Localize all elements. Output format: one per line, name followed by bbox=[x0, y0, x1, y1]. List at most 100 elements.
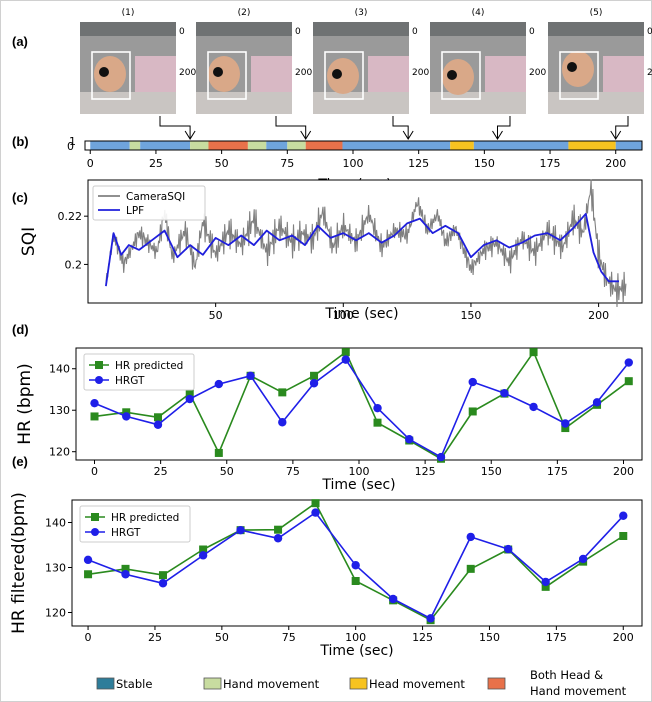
timeline-segment-stable bbox=[266, 141, 288, 150]
x-tick-label: 175 bbox=[540, 157, 561, 170]
x-tick-label: 50 bbox=[215, 631, 229, 644]
bed-shape bbox=[313, 92, 409, 114]
timeline-segment-stable bbox=[615, 141, 642, 150]
legend-label: Hand movement bbox=[223, 677, 320, 691]
y-tick-label: 120 bbox=[45, 607, 66, 620]
frame-label: (4) bbox=[472, 8, 485, 18]
timeline-segment-both bbox=[208, 141, 248, 150]
hr-predicted-point bbox=[199, 545, 208, 554]
frame-connector-line bbox=[496, 116, 511, 138]
hrgt-point bbox=[278, 418, 287, 427]
legend-swatch-stable bbox=[96, 677, 115, 690]
hrgt-point bbox=[153, 420, 163, 429]
x-tick-label: 125 bbox=[412, 631, 433, 644]
bed-shape bbox=[430, 92, 526, 114]
timeline-segment-hand bbox=[287, 141, 306, 150]
legend-label: Stable bbox=[116, 677, 152, 691]
x-axis-label: Time (sec) bbox=[319, 643, 393, 659]
x-tick-label: 200 bbox=[588, 309, 609, 322]
sqi-chart-panel: 50 100 150 200 0.2 0.22 Time (sec) SQI CameraSQI… bbox=[19, 179, 643, 322]
legend-label: HR predicted bbox=[115, 360, 183, 372]
hr-predicted-point bbox=[311, 499, 320, 508]
x-tick-label: 150 bbox=[481, 465, 502, 478]
camera-sqi-line bbox=[105, 179, 627, 308]
hrgt-point bbox=[388, 594, 398, 604]
blanket-shape bbox=[368, 56, 409, 96]
legend-swatch-marker bbox=[95, 361, 103, 369]
y-axis-label: HR (bpm) bbox=[15, 363, 35, 444]
hrgt-point bbox=[236, 525, 245, 535]
x-tick-label: 150 bbox=[479, 631, 500, 644]
x-axis-label: Time (sec) bbox=[321, 477, 395, 493]
y-tick-label: 120 bbox=[49, 446, 70, 459]
x-tick-label: 0 bbox=[91, 465, 98, 478]
hrgt-point bbox=[90, 398, 99, 408]
bed-shape bbox=[548, 92, 644, 114]
hr-chart-panel: 0 25 50 75 100 125 150 175 200 120 130 140 Time (sec… bbox=[15, 347, 643, 493]
legend-label: CameraSQI bbox=[126, 191, 185, 203]
hr-predicted-point bbox=[373, 418, 382, 427]
blanket-shape bbox=[603, 56, 644, 96]
hrgt-point bbox=[592, 398, 602, 407]
hrgt-point bbox=[529, 402, 538, 412]
hr-predicted-point bbox=[351, 577, 360, 585]
hrgt-point bbox=[405, 435, 414, 444]
frame-top-strip bbox=[80, 22, 176, 36]
hrgt-point bbox=[351, 561, 360, 570]
video-frame: (5) 0 200 bbox=[548, 8, 652, 114]
hrgt-point bbox=[341, 355, 350, 364]
timeline-segment-head bbox=[568, 141, 616, 150]
hrgt-point bbox=[214, 379, 224, 389]
arrow-head-icon bbox=[492, 130, 503, 140]
frame-label: (1) bbox=[122, 8, 135, 18]
y-tick-label: 130 bbox=[49, 404, 70, 417]
frame-y-tick: 200 bbox=[647, 68, 652, 78]
hrgt-point bbox=[624, 358, 633, 367]
frame-connector-line bbox=[615, 116, 629, 138]
hrgt-point bbox=[309, 379, 319, 388]
hr-predicted-point bbox=[278, 388, 287, 397]
hr-predicted-point bbox=[153, 413, 162, 422]
frame-top-strip bbox=[313, 22, 409, 36]
legend-swatch-head bbox=[349, 677, 368, 690]
hr-predicted-point bbox=[624, 377, 633, 386]
face-marker bbox=[99, 67, 109, 77]
infant-head bbox=[208, 56, 240, 92]
hr-predicted-point bbox=[121, 564, 130, 573]
legend-swatch-both bbox=[487, 677, 506, 690]
y-tick-label: 140 bbox=[49, 363, 70, 376]
hrgt-point bbox=[273, 534, 283, 543]
legend-swatch-marker bbox=[91, 528, 99, 536]
timeline-segment-stable bbox=[90, 141, 130, 150]
frame-connector-line bbox=[275, 116, 307, 138]
legend-label: HRGT bbox=[111, 527, 141, 539]
hrgt-point bbox=[185, 394, 194, 404]
bed-shape bbox=[196, 92, 292, 114]
hr-predicted-point bbox=[341, 348, 350, 357]
hrgt-point bbox=[561, 419, 570, 428]
x-tick-label: 75 bbox=[280, 157, 294, 170]
hr-predicted-point bbox=[158, 571, 167, 580]
x-tick-label: 0 bbox=[85, 631, 92, 644]
hrgt-point bbox=[121, 570, 130, 579]
y-tick-label: 0 bbox=[67, 140, 74, 153]
frame-label: (5) bbox=[590, 8, 603, 18]
panel-label-a: (a) bbox=[12, 34, 28, 49]
timeline-segment-hand bbox=[247, 141, 267, 150]
panel-label-d: (d) bbox=[12, 322, 29, 337]
x-tick-label: 200 bbox=[613, 465, 634, 478]
x-tick-label: 25 bbox=[149, 157, 163, 170]
frame-y-tick: 0 bbox=[647, 27, 652, 37]
x-tick-label: 100 bbox=[345, 631, 366, 644]
face-roi-box bbox=[441, 51, 481, 100]
hrgt-point bbox=[83, 555, 93, 565]
timeline-segment-both bbox=[305, 141, 343, 150]
timeline-segment-hand bbox=[129, 141, 141, 150]
legend-label: Head movement bbox=[369, 677, 465, 691]
x-axis-label: Time (sec) bbox=[324, 306, 398, 322]
x-tick-label: 200 bbox=[605, 157, 626, 170]
hrgt-point bbox=[311, 508, 320, 517]
hrgt-point bbox=[198, 551, 208, 560]
timeline-frame bbox=[84, 140, 643, 151]
